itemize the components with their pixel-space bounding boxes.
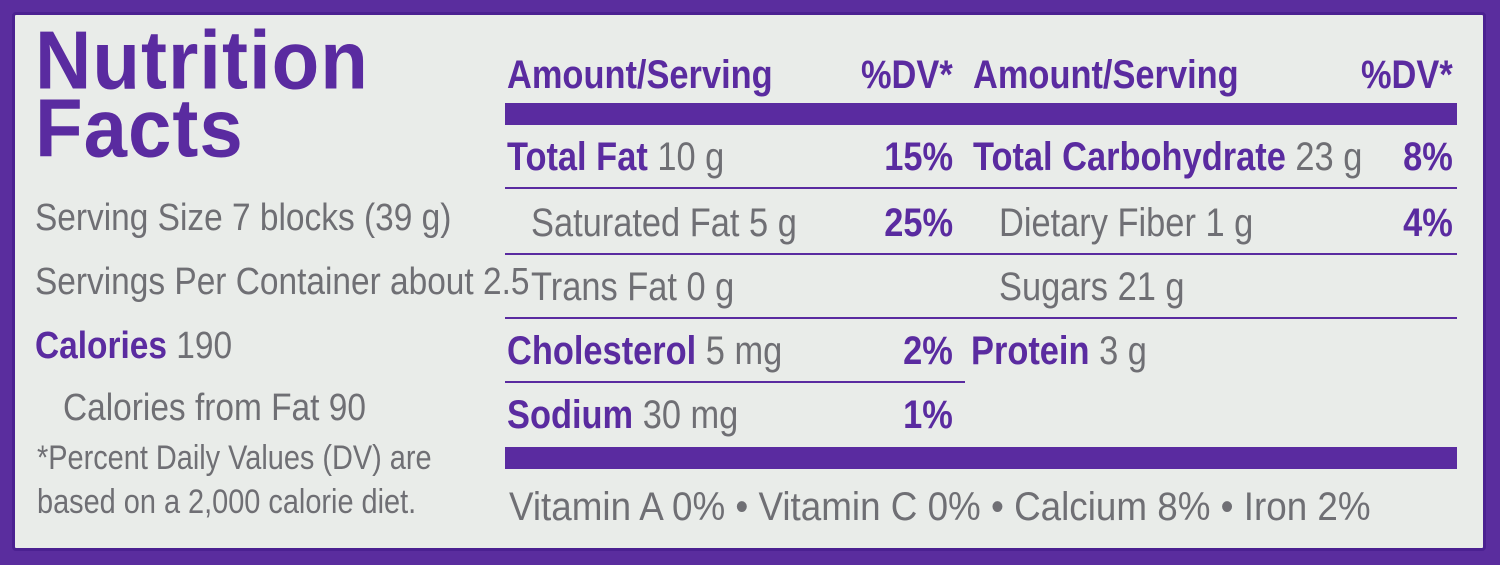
servings-per-container: Servings Per Container about 2.5 bbox=[35, 261, 530, 303]
total-carb-amount: 23 g bbox=[1295, 135, 1363, 179]
nutrient-table: Amount/Serving %DV* Amount/Serving %DV* … bbox=[505, 15, 1465, 548]
cholesterol-dv: 2% bbox=[903, 329, 953, 373]
nutrition-facts-label: Nutrition Facts Serving Size 7 blocks (3… bbox=[12, 12, 1486, 551]
divider bbox=[505, 187, 1457, 189]
protein-amount: 3 g bbox=[1099, 329, 1147, 373]
header-dv-left: %DV* bbox=[861, 53, 953, 97]
saturated-fat-amount: 5 g bbox=[749, 201, 797, 245]
vitamin-bar bbox=[505, 447, 1457, 469]
trans-fat-label: Trans Fat bbox=[531, 265, 677, 309]
row-trans-fat: Trans Fat 0 g bbox=[531, 265, 734, 310]
protein-label: Protein bbox=[971, 329, 1090, 373]
header-amount-left: Amount/Serving bbox=[507, 53, 773, 97]
total-fat-dv: 15% bbox=[884, 135, 953, 179]
row-total-carbohydrate: Total Carbohydrate 23 g bbox=[973, 135, 1362, 180]
row-saturated-fat: Saturated Fat 5 g bbox=[531, 201, 797, 246]
saturated-fat-label: Saturated Fat bbox=[531, 201, 740, 245]
sugars-amount: 21 g bbox=[1117, 265, 1185, 309]
footnote-line1: *Percent Daily Values (DV) are bbox=[37, 439, 432, 477]
sodium-amount: 30 mg bbox=[642, 393, 739, 437]
divider bbox=[505, 253, 1457, 255]
sodium-dv: 1% bbox=[903, 393, 953, 437]
calories-from-fat: Calories from Fat 90 bbox=[63, 387, 366, 429]
total-carb-dv: 8% bbox=[1403, 135, 1453, 179]
footnote-line2: based on a 2,000 calorie diet. bbox=[37, 483, 417, 521]
row-total-fat: Total Fat 10 g bbox=[507, 135, 724, 180]
calories-line: Calories 190 bbox=[35, 325, 232, 368]
sugars-label: Sugars bbox=[999, 265, 1109, 309]
total-fat-amount: 10 g bbox=[657, 135, 725, 179]
row-sugars: Sugars 21 g bbox=[999, 265, 1185, 310]
header-dv-right: %DV* bbox=[1361, 53, 1453, 97]
header-bar bbox=[505, 103, 1457, 125]
title-line1: Nutrition bbox=[35, 13, 369, 107]
serving-size: Serving Size 7 blocks (39 g) bbox=[35, 197, 452, 239]
title-block: Nutrition Facts bbox=[35, 13, 505, 170]
dietary-fiber-amount: 1 g bbox=[1205, 201, 1254, 245]
divider bbox=[505, 317, 1457, 319]
row-sodium: Sodium 30 mg bbox=[507, 393, 738, 438]
total-carb-label: Total Carbohydrate bbox=[973, 135, 1286, 179]
saturated-fat-dv: 25% bbox=[884, 201, 953, 245]
dietary-fiber-label: Dietary Fiber bbox=[999, 201, 1196, 245]
cholesterol-amount: 5 mg bbox=[705, 329, 783, 373]
vitamins-line: Vitamin A 0% • Vitamin C 0% • Calcium 8%… bbox=[509, 485, 1371, 529]
row-protein: Protein 3 g bbox=[971, 329, 1147, 374]
row-cholesterol: Cholesterol 5 mg bbox=[507, 329, 782, 374]
divider bbox=[505, 381, 965, 383]
total-fat-label: Total Fat bbox=[507, 135, 648, 179]
row-dietary-fiber: Dietary Fiber 1 g bbox=[999, 201, 1253, 246]
dietary-fiber-dv: 4% bbox=[1403, 201, 1453, 245]
sodium-label: Sodium bbox=[507, 393, 634, 437]
header-amount-right: Amount/Serving bbox=[973, 53, 1239, 97]
calories-value: 190 bbox=[176, 325, 233, 367]
title-line2: Facts bbox=[35, 81, 244, 175]
trans-fat-amount: 0 g bbox=[686, 265, 735, 309]
calories-label: Calories bbox=[35, 325, 167, 367]
cholesterol-label: Cholesterol bbox=[507, 329, 697, 373]
